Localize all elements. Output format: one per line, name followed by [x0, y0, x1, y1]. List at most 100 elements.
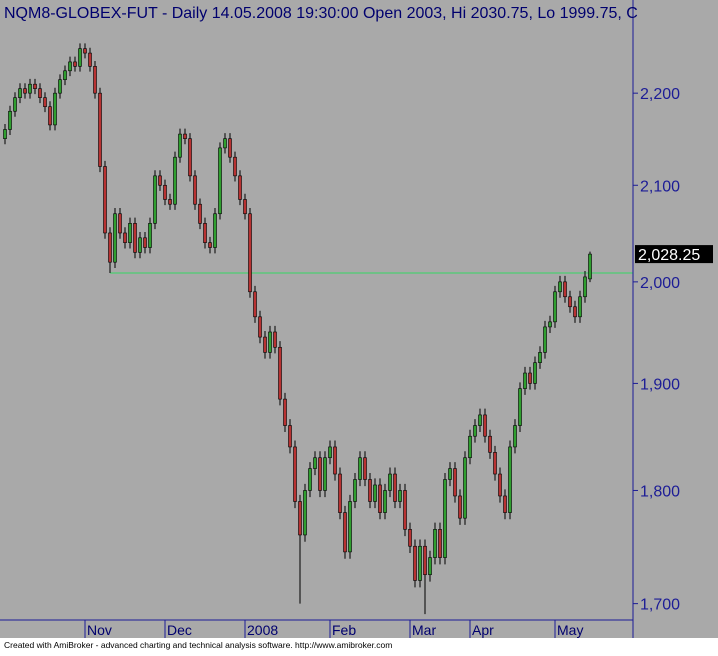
- candle-body: [83, 48, 87, 54]
- candle-body: [353, 479, 357, 502]
- candle-body: [298, 501, 302, 536]
- candle-body: [318, 457, 322, 491]
- candle-body: [118, 213, 122, 234]
- candle-body: [78, 48, 82, 67]
- plot: [3, 43, 633, 615]
- candle-body: [103, 166, 107, 234]
- candle-body: [533, 362, 537, 384]
- candle-body: [148, 223, 152, 248]
- candle-body: [408, 529, 412, 547]
- candle-body: [253, 291, 257, 318]
- candle-body: [528, 372, 532, 384]
- y-tick-label: 2,100: [640, 178, 680, 195]
- candle-body: [523, 372, 527, 389]
- candle-body: [278, 346, 282, 400]
- candle-body: [228, 138, 232, 158]
- candle-body: [53, 92, 57, 126]
- candle-body: [123, 232, 127, 243]
- candle-body: [218, 147, 222, 215]
- candle-body: [13, 97, 17, 112]
- candle-body: [283, 398, 287, 426]
- candle-body: [383, 490, 387, 513]
- candle-body: [393, 473, 397, 502]
- candle-body: [503, 495, 507, 513]
- x-tick-label: Mar: [412, 622, 436, 638]
- candle-body: [588, 253, 592, 280]
- y-tick-label: 1,800: [640, 483, 680, 500]
- candle-body: [248, 213, 252, 293]
- candle-body: [428, 557, 432, 576]
- candle-body: [488, 435, 492, 453]
- candle-body: [443, 479, 447, 558]
- candle-body: [243, 199, 247, 215]
- candle-body: [293, 446, 297, 502]
- background: [0, 0, 718, 638]
- candle-body: [333, 446, 337, 475]
- candle-body: [513, 425, 517, 448]
- candle-body: [363, 457, 367, 480]
- candle-body: [258, 316, 262, 338]
- candle-body: [373, 484, 377, 502]
- candle-body: [348, 501, 352, 553]
- candle-body: [268, 331, 272, 353]
- candle-body: [238, 175, 242, 200]
- candle-body: [93, 66, 97, 94]
- chart-title: NQM8-GLOBEX-FUT - Daily 14.05.2008 19:30…: [4, 5, 638, 22]
- y-tick-label: 1,900: [640, 376, 680, 393]
- candle-body: [343, 512, 347, 553]
- footer-bg: [0, 638, 718, 651]
- candle-body: [263, 336, 267, 353]
- candle-body: [23, 88, 27, 94]
- candle-body: [303, 490, 307, 536]
- x-tick-label: Nov: [87, 622, 112, 638]
- candle-body: [453, 468, 457, 497]
- candle-body: [143, 237, 147, 248]
- candle-body: [58, 79, 62, 94]
- candle-body: [493, 452, 497, 475]
- footer: Created with AmiBroker - advanced charti…: [4, 640, 392, 650]
- candle-body: [308, 468, 312, 491]
- y-tick-label: 2,200: [640, 86, 680, 103]
- candle-body: [73, 61, 77, 67]
- last-price-label: 2,028.25: [638, 247, 700, 264]
- candle-body: [578, 296, 582, 318]
- candle-body: [573, 306, 577, 318]
- last-price-box: [635, 245, 713, 264]
- candle-body: [448, 468, 452, 480]
- candle-body: [233, 156, 237, 177]
- candle-body: [483, 414, 487, 437]
- candle-body: [288, 425, 292, 448]
- y-tick-label: 2,000: [640, 275, 680, 292]
- candle-body: [478, 414, 482, 426]
- x-tick-label: Feb: [332, 622, 356, 638]
- candle-body: [458, 495, 462, 519]
- candle-body: [423, 545, 427, 576]
- candle-body: [33, 83, 37, 89]
- candle-body: [518, 388, 522, 426]
- candle-body: [68, 61, 72, 72]
- candle-body: [368, 479, 372, 502]
- candle-body: [583, 276, 587, 298]
- candle-body: [328, 446, 332, 459]
- candle-body: [138, 237, 142, 253]
- candle-body: [48, 106, 52, 126]
- candle-body: [473, 425, 477, 437]
- candle-body: [558, 281, 562, 293]
- candle-body: [113, 213, 117, 263]
- candle-body: [568, 296, 572, 308]
- candle-body: [323, 457, 327, 491]
- candle-body: [388, 473, 392, 491]
- candle-body: [468, 435, 472, 459]
- candle-body: [398, 490, 402, 502]
- candle-body: [378, 484, 382, 513]
- candle-body: [63, 70, 67, 81]
- x-tick-label: Apr: [472, 622, 494, 638]
- candle-body: [183, 133, 187, 139]
- candle-body: [153, 175, 157, 224]
- candle-body: [338, 473, 342, 513]
- candle-body: [43, 97, 47, 108]
- candle-body: [553, 291, 557, 323]
- candle-body: [223, 138, 227, 149]
- candle-body: [508, 446, 512, 513]
